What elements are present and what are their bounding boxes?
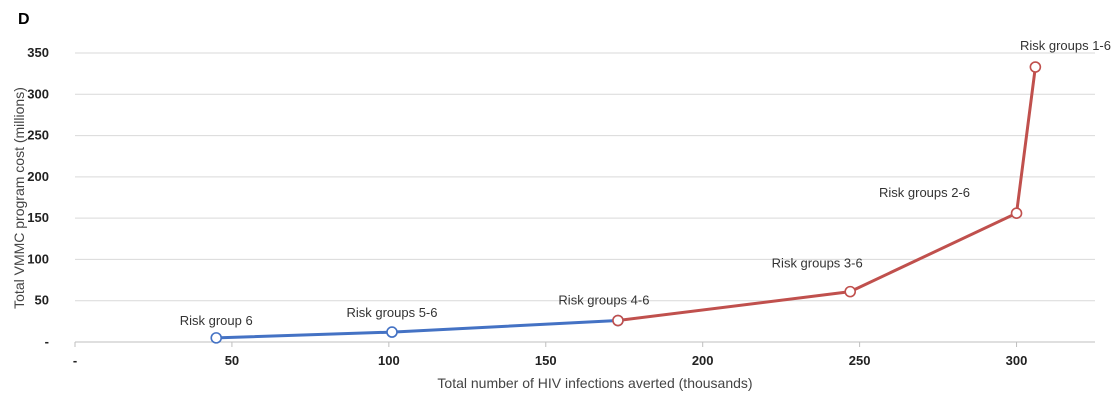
y-tick-label: - [45, 334, 49, 349]
gridlines [75, 52, 1095, 302]
x-tick-label: - [73, 353, 77, 368]
data-point-label: Risk groups 5-6 [346, 305, 437, 320]
x-tick-label: 100 [378, 353, 400, 368]
y-tick-label: 200 [27, 169, 49, 184]
data-point-label: Risk groups 4-6 [558, 293, 649, 308]
point-labels: Risk group 6 Risk groups 5-6 Risk groups 4… [180, 38, 1111, 328]
axes: - 50 100 150 200 250 300 350 - 50 100 150 200 250 300 [27, 45, 1095, 368]
x-tick-label: 300 [1006, 353, 1028, 368]
data-point-label: Risk groups 1-6 [1020, 38, 1111, 53]
series-layer [210, 61, 1042, 344]
data-point-marker [386, 326, 398, 338]
data-point-label: Risk groups 3-6 [772, 256, 863, 271]
y-tick-label: 150 [27, 210, 49, 225]
y-tick-label: 250 [27, 128, 49, 143]
data-point-marker [612, 314, 624, 327]
x-tick-label: 250 [849, 353, 871, 368]
data-point-marker [1029, 61, 1042, 73]
x-tick-label: 200 [692, 353, 714, 368]
y-axis-title: Total VMMC program cost (millions) [11, 87, 27, 309]
y-tick-label: 350 [27, 45, 49, 60]
x-axis-title: Total number of HIV infections averted (… [437, 375, 752, 391]
y-tick-label: 50 [35, 293, 49, 308]
series-line-1 [216, 319, 619, 340]
data-point-marker [210, 332, 223, 344]
series-line-2 [617, 66, 1037, 323]
y-tick-label: 100 [27, 251, 49, 266]
data-point-label: Risk group 6 [180, 313, 253, 328]
x-tick-label: 50 [225, 353, 239, 368]
data-point-label: Risk groups 2-6 [879, 185, 970, 200]
data-point-marker [1010, 207, 1023, 219]
x-tick-label: 150 [535, 353, 557, 368]
data-point-marker [844, 285, 857, 298]
y-tick-label: 300 [27, 86, 49, 101]
panel-label: D [18, 11, 30, 28]
